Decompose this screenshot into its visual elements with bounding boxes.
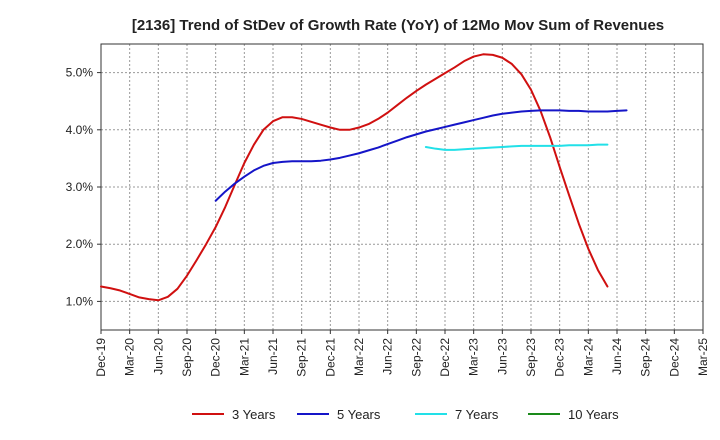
x-tick-label: Mar-21	[237, 338, 251, 376]
series-line-3-years	[100, 53, 609, 302]
x-tick-label: Sep-24	[639, 338, 653, 377]
x-tick-label: Mar-24	[581, 338, 595, 376]
x-tick-label: Dec-22	[438, 338, 452, 377]
series-lines	[100, 53, 628, 302]
y-tick-label: 3.0%	[66, 180, 94, 194]
chart-title: [2136] Trend of StDev of Growth Rate (Yo…	[132, 17, 664, 34]
axes: 1.0% 2.0% 3.0% 4.0% 5.0% Dec-19 Mar-20 Jun-20 Se…	[66, 43, 710, 377]
y-tick-label: 5.0%	[66, 66, 94, 80]
x-tick-label: Mar-23	[467, 338, 481, 376]
x-tick-label: Sep-21	[295, 338, 309, 377]
x-tick-label: Jun-21	[266, 338, 280, 375]
x-tick-label: Dec-20	[209, 338, 223, 377]
x-tick-label: Sep-20	[180, 338, 194, 377]
x-tick-label: Dec-19	[94, 338, 108, 377]
x-tick-label: Sep-23	[524, 338, 538, 377]
x-tick-label: Dec-23	[553, 338, 567, 377]
legend-label-7-years: 7 Years	[455, 407, 499, 422]
x-tick-label: Jun-22	[381, 338, 395, 375]
x-tick-label: Mar-22	[352, 338, 366, 376]
plot-frame	[100, 43, 704, 331]
x-tick-label: Sep-22	[409, 338, 423, 377]
x-tick-label: Dec-24	[667, 338, 681, 377]
x-tick-label: Dec-21	[323, 338, 337, 377]
x-tick-label: Mar-20	[123, 338, 137, 376]
y-tick-label: 2.0%	[66, 237, 94, 251]
legend: 3 Years 5 Years 7 Years 10 Years	[192, 407, 619, 422]
legend-label-3-years: 3 Years	[232, 407, 276, 422]
x-tick-label: Mar-25	[696, 338, 710, 376]
x-tick-label: Jun-23	[495, 338, 509, 375]
series-line-5-years	[214, 109, 628, 202]
legend-label-5-years: 5 Years	[337, 407, 381, 422]
series-line-7-years	[424, 143, 609, 151]
grid-lines	[101, 44, 703, 330]
y-tick-label: 1.0%	[66, 294, 94, 308]
legend-label-10-years: 10 Years	[568, 407, 619, 422]
x-tick-label: Jun-20	[151, 338, 165, 375]
y-tick-label: 4.0%	[66, 123, 94, 137]
x-tick-label: Jun-24	[610, 338, 624, 375]
